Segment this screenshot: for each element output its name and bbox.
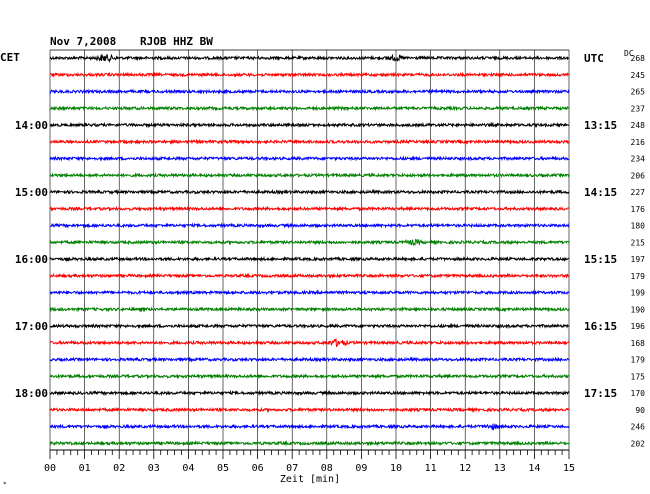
trace-row	[49, 255, 570, 263]
trace-row	[49, 138, 570, 146]
trace-row	[49, 338, 570, 348]
dc-value: 227	[631, 188, 646, 197]
dc-value: 237	[631, 104, 646, 113]
x-tick-label: 08	[321, 463, 333, 474]
trace-row	[49, 406, 570, 414]
dc-value: 90	[635, 406, 645, 415]
trace-row	[49, 88, 570, 95]
dc-value: 197	[631, 255, 646, 264]
left-time-label: 18:00	[15, 387, 48, 400]
dc-value: 268	[631, 54, 646, 63]
trace-row	[49, 423, 570, 431]
trace-row	[49, 238, 570, 246]
left-time-label: 15:00	[15, 186, 48, 199]
x-tick-label: 10	[390, 463, 402, 474]
trace-row	[49, 272, 570, 279]
x-tick-label: 14	[528, 463, 540, 474]
dc-heading: DC	[624, 49, 634, 58]
trace-row	[49, 222, 570, 229]
trace-row	[49, 289, 570, 296]
dc-value: 216	[631, 138, 646, 147]
x-tick-label: 11	[425, 463, 437, 474]
right-time-labels: UTC 13:15 14:15 15:15 16:15 17:15	[584, 52, 617, 400]
dc-value: 202	[631, 439, 646, 448]
left-zone-label: CET	[0, 51, 20, 64]
x-tick-label: 15	[563, 463, 575, 474]
x-tick-label: 06	[252, 463, 264, 474]
trace-row	[49, 53, 570, 64]
dc-value: 168	[631, 339, 646, 348]
dc-value: 190	[631, 305, 646, 314]
trace-row	[49, 71, 570, 78]
trace-row	[49, 440, 570, 447]
dc-value: 215	[631, 238, 646, 247]
x-tick-label: 13	[494, 463, 506, 474]
trace-row	[49, 389, 570, 397]
dc-value: 176	[631, 205, 646, 214]
right-time-label: 16:15	[584, 320, 617, 333]
dc-value: 179	[631, 356, 646, 365]
trace-row	[49, 205, 570, 212]
x-tick-label: 00	[44, 463, 56, 474]
dc-value: 179	[631, 272, 646, 281]
trace-row	[49, 121, 570, 129]
dc-value: 234	[631, 155, 646, 164]
trace-row	[49, 306, 570, 313]
left-time-labels: 14:00 15:00 16:00 17:00 18:00	[15, 119, 48, 400]
dc-value: 175	[631, 372, 646, 381]
right-time-label: 14:15	[584, 186, 617, 199]
left-time-label: 14:00	[15, 119, 48, 132]
x-axis-ticks: 00 01 02 03 04 05 06 07 08 09 10 11 12 13 14 15	[44, 449, 575, 474]
x-tick-label: 09	[355, 463, 367, 474]
trace-row	[49, 105, 570, 112]
x-tick-label: 02	[113, 463, 125, 474]
x-tick-label: 12	[459, 463, 471, 474]
trace-row	[49, 155, 570, 162]
chart-date: Nov 7,2008	[50, 35, 116, 48]
chart-station: RJOB HHZ BW	[140, 35, 213, 48]
right-time-label: 15:15	[584, 253, 617, 266]
seismic-traces	[49, 53, 570, 447]
right-time-label: 13:15	[584, 119, 617, 132]
dc-value: 196	[631, 322, 646, 331]
left-time-label: 17:00	[15, 320, 48, 333]
x-axis-label: Zeit [min]	[280, 474, 340, 485]
trace-row	[49, 322, 570, 330]
trace-row	[49, 172, 570, 179]
x-tick-label: 03	[148, 463, 160, 474]
dc-value: 170	[631, 389, 646, 398]
right-time-label: 17:15	[584, 387, 617, 400]
corner-mark: *	[3, 481, 7, 488]
dc-value: 248	[631, 121, 646, 130]
left-time-label: 16:00	[15, 253, 48, 266]
dc-value: 206	[631, 171, 646, 180]
dc-value: 180	[631, 222, 646, 231]
trace-row	[49, 373, 570, 380]
dc-value: 245	[631, 71, 646, 80]
dc-value: 246	[631, 423, 646, 432]
trace-row	[49, 356, 570, 363]
dc-value: 199	[631, 289, 646, 298]
x-tick-label: 07	[286, 463, 298, 474]
x-tick-label: 05	[217, 463, 229, 474]
x-tick-label: 01	[79, 463, 91, 474]
plot-grid	[49, 49, 570, 450]
dc-value-labels: 268 245 265 237 248 216 234 206 227 176 180 215 197 1…	[631, 54, 646, 448]
trace-row	[49, 188, 570, 196]
x-tick-label: 04	[182, 463, 194, 474]
dc-value: 265	[631, 88, 646, 97]
right-time-label: UTC	[584, 52, 604, 65]
